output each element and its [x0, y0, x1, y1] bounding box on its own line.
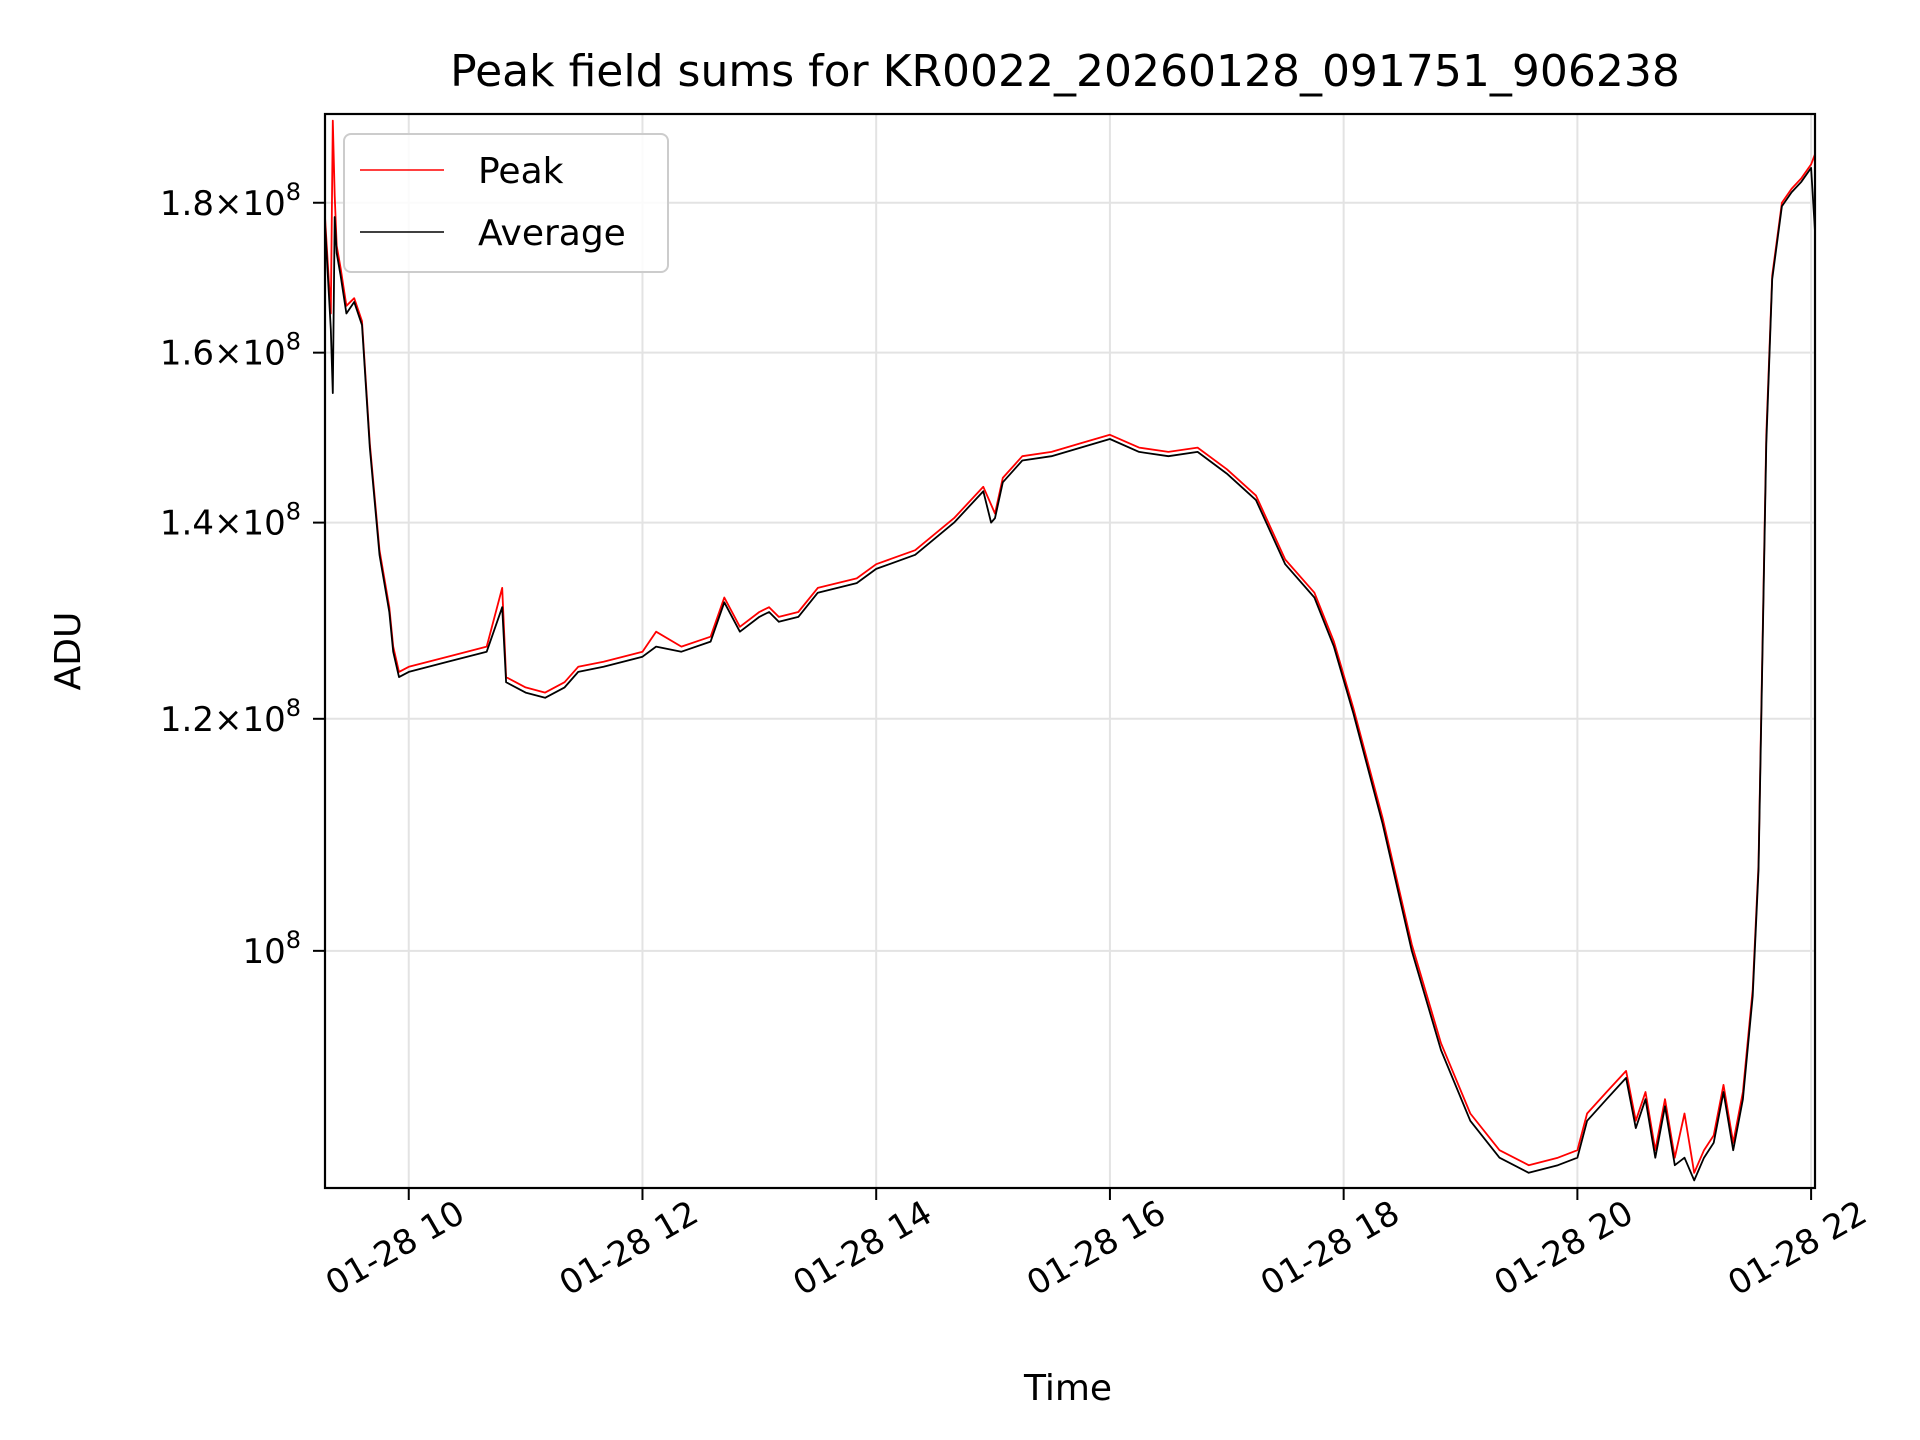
y-axis-label: ADU — [48, 612, 89, 691]
series-line-average — [324, 166, 1816, 1182]
y-axis-ticks: 108 1.2×108 1.4×108 1.6×108 1.8×108 — [160, 178, 325, 972]
y-tick-label: 1.4×108 — [160, 498, 301, 544]
legend-average-label: Average — [478, 213, 626, 254]
y-tick-label: 108 — [242, 926, 301, 972]
legend-peak-label: Peak — [478, 151, 564, 192]
y-tick-label: 1.6×108 — [160, 328, 301, 374]
legend-box — [343, 133, 669, 273]
y-tick-label: 1.2×108 — [160, 694, 301, 740]
y-tick-label: 1.8×108 — [160, 178, 301, 224]
chart-title: Peak field sums for KR0022_20260128_0917… — [450, 46, 1680, 97]
x-axis-label: Time — [1023, 1368, 1112, 1409]
series-line-peak — [324, 119, 1816, 1174]
legend: Peak Average — [343, 133, 669, 273]
plot-frame — [323, 112, 1817, 1190]
series-lines — [324, 119, 1816, 1182]
